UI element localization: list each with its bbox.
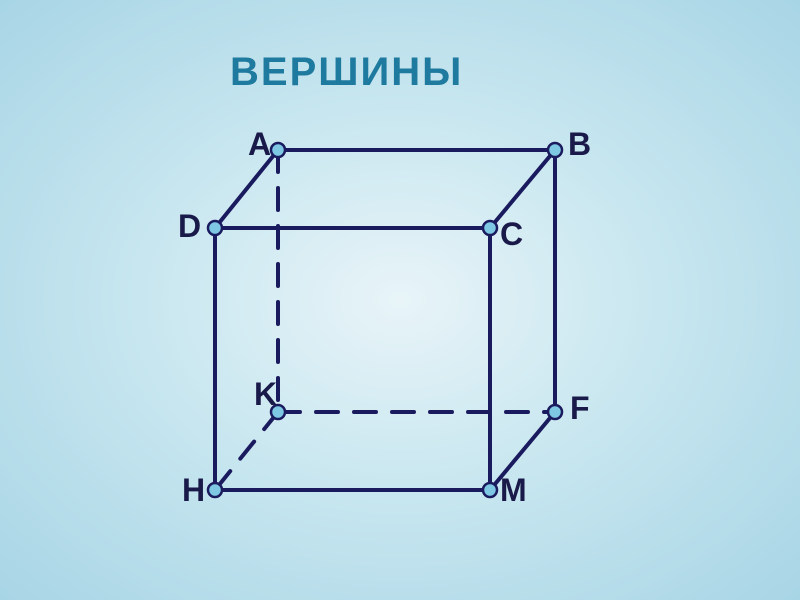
edge-K-H bbox=[215, 412, 278, 490]
vertex-label-K: K bbox=[254, 376, 277, 413]
cube-diagram: A B D C K F H M bbox=[0, 0, 800, 600]
vertex-F bbox=[548, 405, 562, 419]
vertex-B bbox=[548, 143, 562, 157]
vertex-M bbox=[483, 483, 497, 497]
vertex-label-F: F bbox=[570, 390, 590, 427]
vertex-A bbox=[271, 143, 285, 157]
vertex-label-A: A bbox=[248, 126, 271, 163]
vertex-H bbox=[208, 483, 222, 497]
vertex-label-B: B bbox=[568, 126, 591, 163]
vertex-label-C: C bbox=[500, 216, 523, 253]
vertex-C bbox=[483, 221, 497, 235]
vertex-label-M: M bbox=[500, 472, 527, 509]
vertex-label-D: D bbox=[178, 208, 201, 245]
vertex-D bbox=[208, 221, 222, 235]
vertex-label-H: H bbox=[182, 472, 205, 509]
cube-wireframe bbox=[0, 0, 800, 600]
